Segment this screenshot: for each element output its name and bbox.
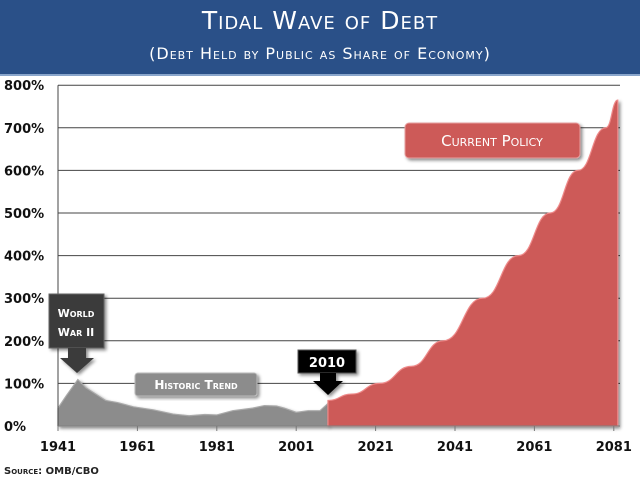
y-tick-label: 500% xyxy=(4,207,44,222)
y-tick-label: 600% xyxy=(4,164,44,179)
x-tick-label: 2081 xyxy=(596,440,632,455)
current-policy-area xyxy=(327,99,619,427)
y-tick-label: 200% xyxy=(4,335,44,350)
y-tick-label: 700% xyxy=(4,122,44,137)
x-tick-label: 1981 xyxy=(199,440,235,455)
callout-label: 2010 xyxy=(309,356,345,371)
historic-trend-area xyxy=(57,378,329,427)
callout-label: Current Policy xyxy=(441,132,543,150)
y-tick-label: 0% xyxy=(4,420,26,435)
y-tick-label: 100% xyxy=(4,377,44,392)
x-tick-label: 2041 xyxy=(437,440,473,455)
y-tick-label: 300% xyxy=(4,292,44,307)
x-tick-label: 2001 xyxy=(278,440,314,455)
x-tick-label: 1961 xyxy=(119,440,155,455)
source-note: Source: OMB/CBO xyxy=(4,466,99,477)
callout-label: World xyxy=(58,307,95,320)
callout-label: War II xyxy=(58,326,95,339)
x-tick-label: 2021 xyxy=(358,440,394,455)
y-tick-label: 800% xyxy=(4,79,44,94)
page-subtitle: (Debt Held by Public as Share of Economy… xyxy=(149,44,491,63)
callout-2010 xyxy=(297,349,357,395)
x-tick-label: 2061 xyxy=(516,440,552,455)
callout-label: Historic Trend xyxy=(154,378,238,392)
callout-world-war-ii xyxy=(48,293,105,373)
y-tick-label: 400% xyxy=(4,250,44,265)
callout-historic-trend xyxy=(134,372,258,397)
header-banner: Tidal Wave of Debt (Debt Held by Public … xyxy=(0,0,640,76)
callout-current-policy xyxy=(404,122,581,159)
x-tick-label: 1941 xyxy=(40,440,76,455)
page-title: Tidal Wave of Debt xyxy=(201,6,439,35)
